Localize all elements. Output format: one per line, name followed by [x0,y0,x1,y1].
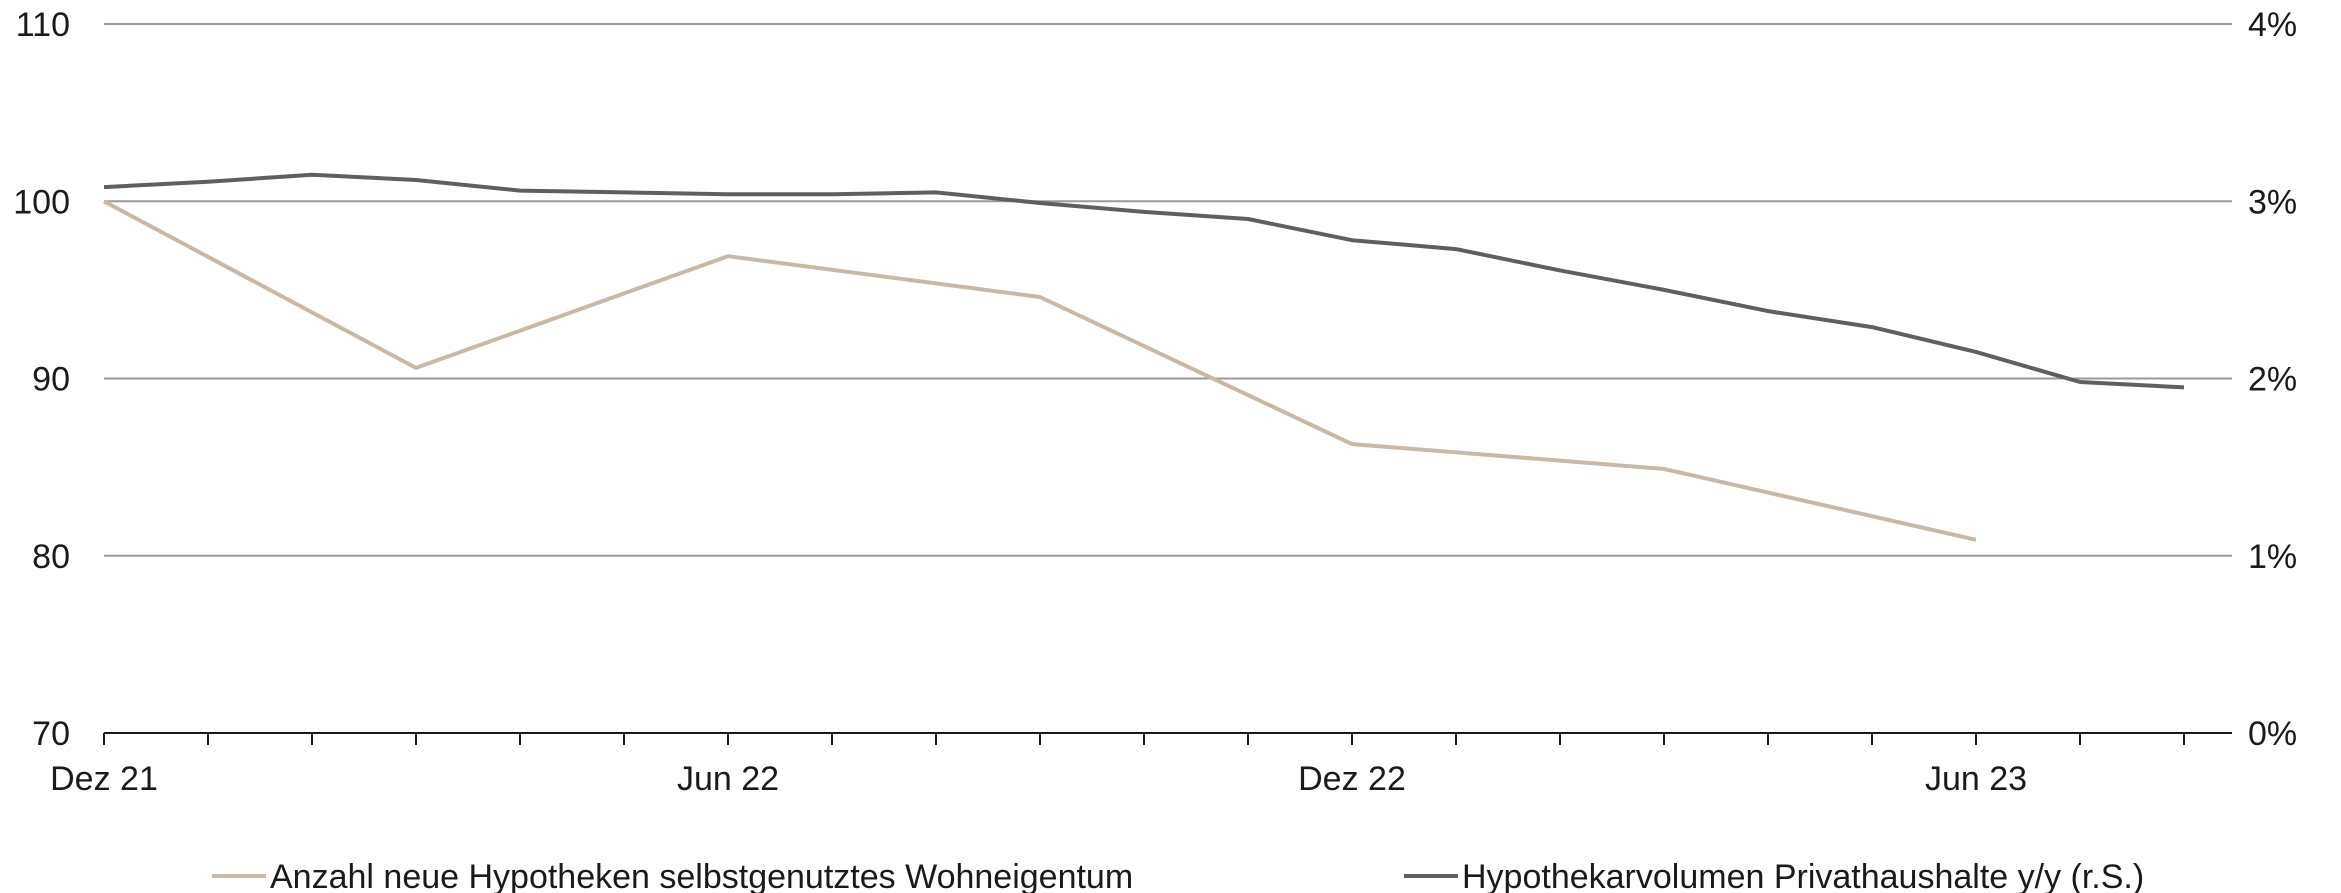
right-tick-label: 0% [2248,715,2297,753]
x-axis: Dez 21 Jun 22 Dez 22 Jun 23 [50,732,2232,798]
left-tick-label: 90 [32,361,70,399]
right-tick-label: 4% [2248,6,2297,44]
left-tick-label: 70 [32,715,70,753]
left-tick-label: 100 [13,183,70,221]
right-tick-label: 2% [2248,361,2297,399]
legend-label-2: Hypothekarvolumen Privathaushalte y/y (r… [1462,858,2144,893]
x-tick-label: Jun 22 [677,760,779,798]
legend: Anzahl neue Hypotheken selbstgenutztes W… [212,858,2144,893]
left-tick-label: 80 [32,538,70,576]
left-tick-label: 110 [16,6,70,44]
right-y-axis: 0% 1% 2% 3% 4% [2248,6,2297,753]
gridlines [104,23,2232,557]
series-line-2 [103,172,2185,390]
x-tick-label: Dez 22 [1298,760,1406,798]
right-tick-label: 1% [2248,538,2297,576]
x-tick-label: Jun 23 [1925,760,2027,798]
series-lines [103,172,2185,542]
legend-label-1: Anzahl neue Hypotheken selbstgenutztes W… [270,858,1133,893]
right-tick-label: 3% [2248,183,2297,221]
series-line-1 [103,199,1977,542]
x-tick-label: Dez 21 [50,760,158,798]
left-y-axis: 70 80 90 100 110 [13,6,70,753]
